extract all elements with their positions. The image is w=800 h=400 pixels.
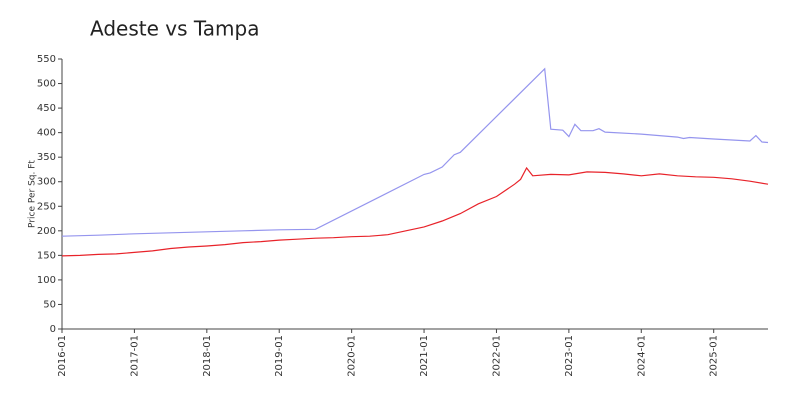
y-tick-label: 150 [37, 250, 56, 261]
line [61, 67, 769, 237]
x-tick-label: 2024-01 [636, 335, 647, 377]
x-tick-label: 2018-01 [202, 335, 213, 377]
y-tick-label: 550 [37, 54, 56, 65]
y-tick-label: 300 [37, 177, 56, 188]
y-tick-label: 350 [37, 152, 56, 163]
x-tick-label: 2017-01 [129, 335, 140, 377]
y-tick-label: 50 [43, 299, 56, 310]
line [61, 166, 769, 257]
y-tick-label: 250 [37, 201, 56, 212]
x-tick-label: 2021-01 [419, 335, 430, 377]
y-tick-label: 450 [37, 103, 56, 114]
y-tick-label: 400 [37, 128, 56, 139]
y-tick-label: 200 [37, 226, 56, 237]
x-tick-label: 2020-01 [347, 335, 358, 377]
x-tick-label: 2019-01 [274, 335, 285, 377]
x-tick-label: 2016-01 [57, 335, 68, 377]
x-tick-label: 2025-01 [709, 335, 720, 377]
x-tick-label: 2023-01 [564, 335, 575, 377]
y-tick-label: 100 [37, 275, 56, 286]
y-axis-label: Price Per Sq. Ft [28, 160, 38, 228]
y-tick-label: 0 [50, 324, 56, 335]
chart-title: Adeste vs Tampa [90, 17, 259, 41]
y-tick-label: 500 [37, 79, 56, 90]
x-tick-label: 2022-01 [491, 335, 502, 377]
